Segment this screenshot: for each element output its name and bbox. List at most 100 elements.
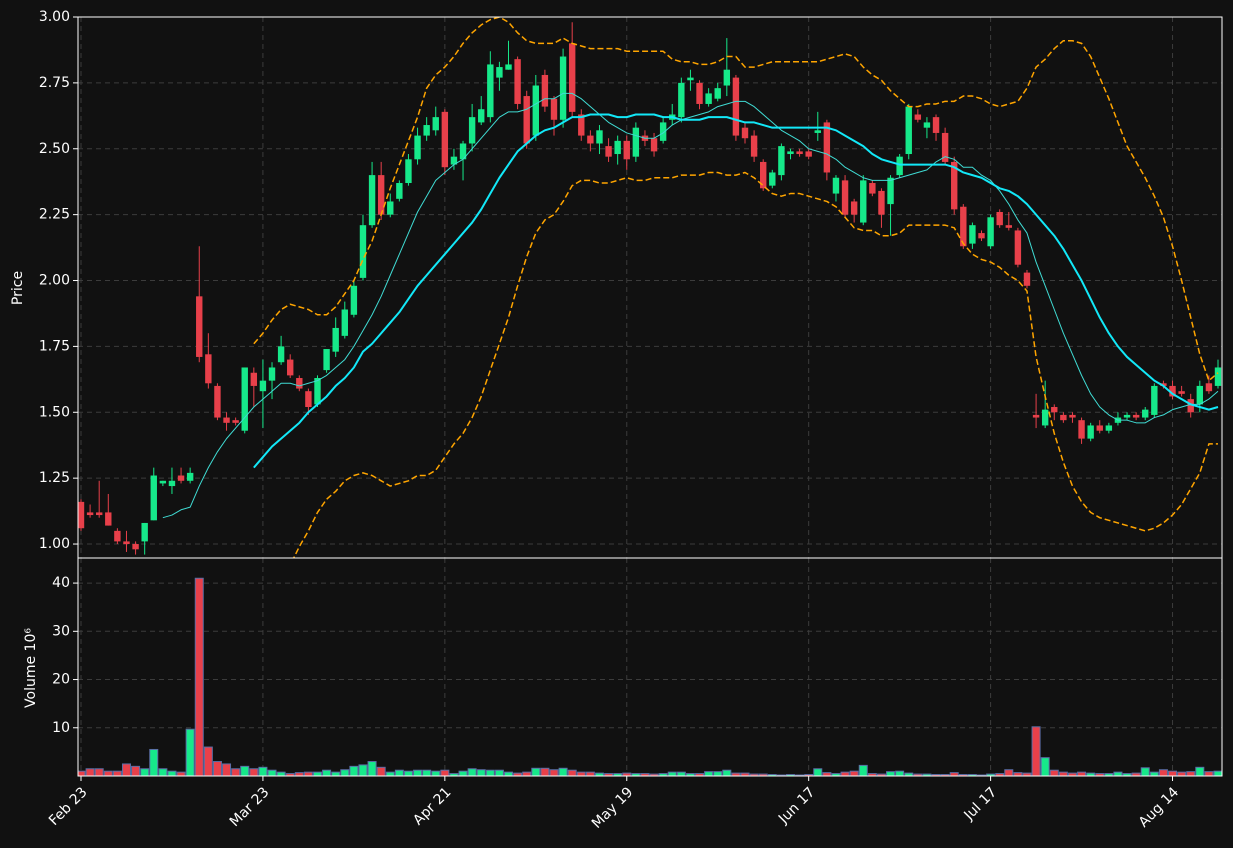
candle-body: [478, 109, 485, 123]
candle-body: [387, 201, 394, 215]
candle-body: [987, 217, 994, 247]
y-tick-label: 20: [52, 672, 70, 688]
candle-body: [941, 132, 949, 162]
candle-body: [496, 67, 503, 78]
volume-bar: [467, 768, 477, 776]
candle-body: [1041, 409, 1049, 426]
volume-panel-frame: [77, 557, 1223, 777]
volume-bar: [340, 769, 350, 776]
volume-bar: [967, 774, 977, 776]
volume-bar: [1031, 726, 1041, 776]
candle-body: [523, 96, 530, 144]
volume-bar: [1213, 770, 1222, 776]
volume-bar: [1186, 771, 1196, 776]
candle-body: [305, 391, 312, 408]
volume-bar: [403, 770, 413, 776]
volume-bar: [858, 764, 868, 776]
volume-bar: [731, 772, 741, 776]
volume-bar: [549, 769, 559, 776]
volume-bar: [849, 770, 859, 776]
volume-bar: [558, 767, 568, 776]
y-tick-label: 2.50: [39, 141, 70, 157]
price-axis-label: Price: [10, 271, 26, 305]
candle-body: [605, 146, 612, 157]
volume-bar: [631, 773, 641, 776]
candle-body: [514, 59, 521, 104]
candle-body: [632, 127, 640, 157]
volume-bar: [303, 771, 313, 776]
y-tick-label: 3.00: [39, 9, 70, 25]
volume-bar: [831, 773, 841, 776]
volume-bar: [713, 771, 723, 776]
candle-body: [678, 82, 685, 118]
volume-bar: [913, 773, 923, 776]
candle-body: [878, 190, 885, 215]
candle-body: [951, 161, 958, 210]
candle-body: [150, 475, 157, 521]
candle-body: [177, 475, 185, 481]
volume-bar: [413, 769, 423, 776]
volume-bar: [203, 746, 213, 776]
volume-bar: [249, 768, 259, 776]
volume-bar: [749, 773, 759, 776]
candle-layer: [78, 22, 1222, 555]
volume-bar: [458, 770, 468, 776]
candle-body: [1169, 385, 1176, 397]
volume-bar: [385, 771, 395, 776]
candle-body: [887, 177, 894, 205]
volume-bar: [804, 774, 814, 776]
candle-body: [1051, 407, 1058, 413]
candle-body: [1069, 414, 1076, 418]
candle-body: [587, 135, 594, 144]
volume-bar: [322, 769, 332, 776]
volume-bar: [876, 773, 886, 776]
volume-bar: [1013, 772, 1023, 776]
volume-bar: [640, 773, 650, 776]
volume-bar: [1177, 771, 1187, 776]
volume-bar: [231, 768, 241, 776]
y-tick-label: 1.00: [39, 536, 70, 552]
candle-body: [1087, 425, 1094, 439]
volume-bar: [886, 771, 896, 776]
candle-body: [814, 130, 821, 133]
candle-body: [1132, 414, 1140, 418]
y-tick-label: 10: [52, 720, 70, 736]
candle-body: [869, 183, 876, 194]
candle-body: [623, 140, 630, 160]
volume-bar: [1095, 773, 1105, 776]
candle-body: [232, 420, 239, 423]
volume-bar: [576, 771, 586, 776]
candle-body: [1196, 385, 1204, 405]
volume-bar: [822, 772, 832, 776]
overlay-line: [253, 17, 1219, 382]
candle-body: [905, 106, 912, 155]
candle-body: [1078, 420, 1085, 439]
candle-body: [969, 225, 976, 244]
candle-body: [186, 472, 194, 481]
candle-body: [377, 175, 385, 215]
y-tick-label: 40: [52, 575, 70, 591]
volume-bar: [1168, 770, 1178, 776]
candle-body: [214, 385, 221, 418]
volume-bar: [312, 771, 322, 776]
volume-bar: [1104, 773, 1114, 776]
volume-bar: [494, 769, 504, 776]
candle-body: [114, 530, 121, 542]
volume-bar: [522, 771, 532, 776]
volume-bar: [758, 773, 768, 776]
candle-body: [505, 64, 512, 70]
candle-body: [123, 541, 130, 545]
candle-body: [778, 146, 785, 176]
candle-body: [832, 177, 840, 194]
volume-bar: [895, 770, 905, 776]
candle-body: [787, 151, 794, 155]
volume-bar: [394, 769, 404, 776]
candle-body: [769, 172, 776, 186]
candle-body: [823, 122, 831, 173]
candle-body: [323, 349, 330, 371]
candle-body: [241, 367, 248, 431]
volume-bar: [158, 768, 168, 776]
candle-body: [932, 117, 940, 133]
candle-body: [1105, 425, 1113, 431]
